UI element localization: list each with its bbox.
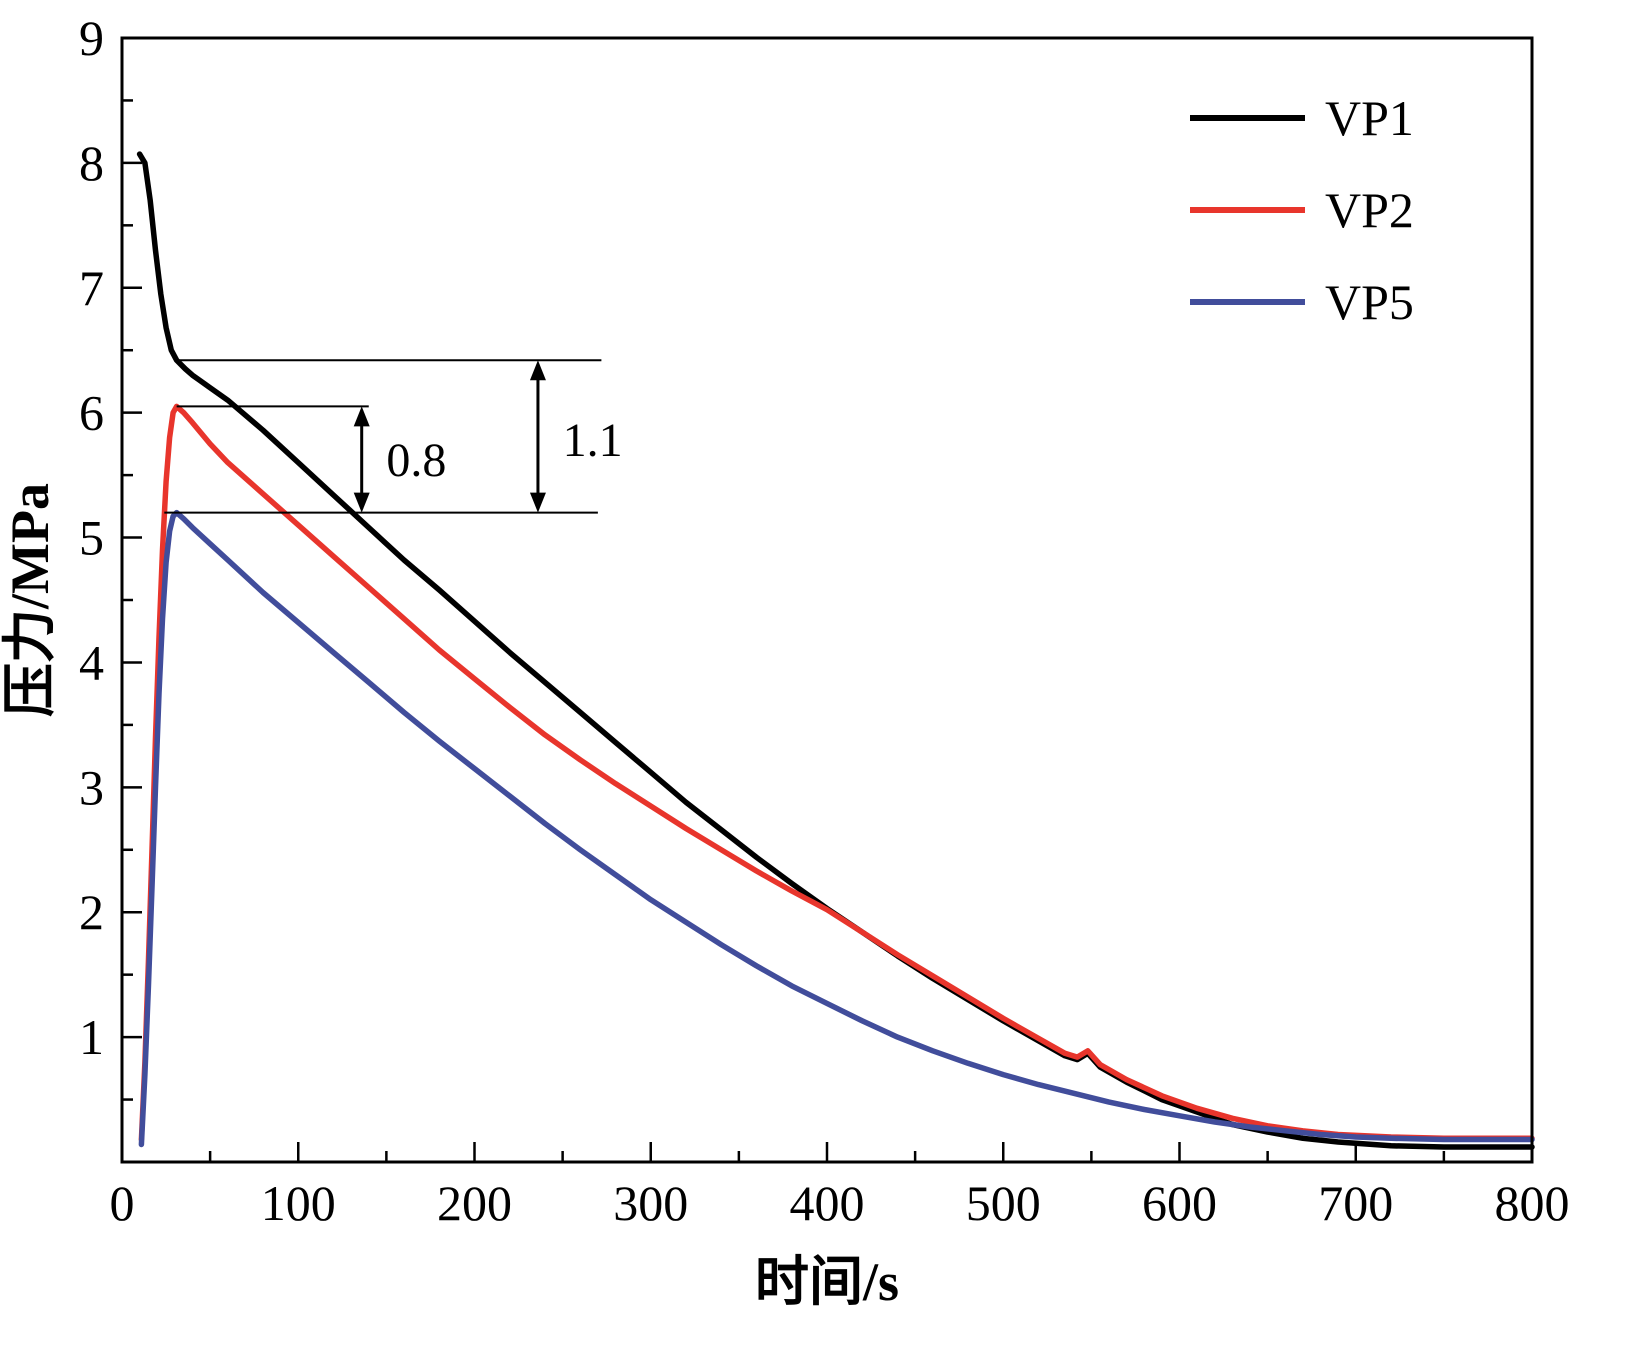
x-tick-label: 200 bbox=[437, 1175, 512, 1231]
axis-ticks: 0 100 200 300 400 500 600 700 800 1 2 3 4 5 6 7 8 9 bbox=[79, 10, 1570, 1231]
measure-arrow-head-down bbox=[529, 492, 546, 513]
legend-entry: VP5 bbox=[1190, 274, 1414, 330]
plot-frame bbox=[120, 36, 1534, 1164]
x-tick-label: 0 bbox=[110, 1175, 135, 1231]
legend: VP1 VP2 VP5 bbox=[1190, 90, 1414, 330]
x-axis-label: 时间/s bbox=[755, 1252, 899, 1312]
series-lines bbox=[136, 151, 1535, 1150]
y-tick-label: 2 bbox=[79, 884, 104, 940]
legend-entry: VP2 bbox=[1190, 182, 1414, 238]
y-tick-label: 8 bbox=[79, 135, 104, 191]
y-axis-label: 压力/MPa bbox=[0, 483, 60, 717]
measure-arrow-head-down bbox=[353, 492, 370, 513]
series-vp5-line bbox=[138, 509, 1535, 1148]
y-tick-label: 5 bbox=[79, 510, 104, 566]
y-tick-label: 7 bbox=[79, 260, 104, 316]
measure-label: 1.1 bbox=[563, 414, 623, 467]
measure-arrow-head-up bbox=[353, 406, 370, 427]
y-tick-label: 3 bbox=[79, 759, 104, 815]
y-tick-label: 6 bbox=[79, 385, 104, 441]
measure-label: 0.8 bbox=[386, 434, 446, 487]
series-vp2-line bbox=[138, 403, 1535, 1143]
x-tick-label: 500 bbox=[966, 1175, 1041, 1231]
annotations: 0.8 1.1 bbox=[164, 359, 623, 514]
x-tick-label: 800 bbox=[1495, 1175, 1570, 1231]
x-tick-label: 400 bbox=[790, 1175, 865, 1231]
series-vp1-line bbox=[136, 151, 1535, 1150]
legend-label: VP1 bbox=[1325, 90, 1414, 146]
measure-arrow-head-up bbox=[529, 360, 546, 381]
legend-label: VP5 bbox=[1325, 274, 1414, 330]
x-tick-label: 700 bbox=[1318, 1175, 1393, 1231]
y-tick-label: 1 bbox=[79, 1009, 104, 1065]
x-tick-label: 100 bbox=[261, 1175, 336, 1231]
x-tick-label: 600 bbox=[1142, 1175, 1217, 1231]
y-tick-label: 4 bbox=[79, 634, 104, 690]
x-tick-label: 300 bbox=[613, 1175, 688, 1231]
legend-label: VP2 bbox=[1325, 182, 1414, 238]
y-tick-label: 9 bbox=[79, 10, 104, 66]
legend-entry: VP1 bbox=[1190, 90, 1414, 146]
